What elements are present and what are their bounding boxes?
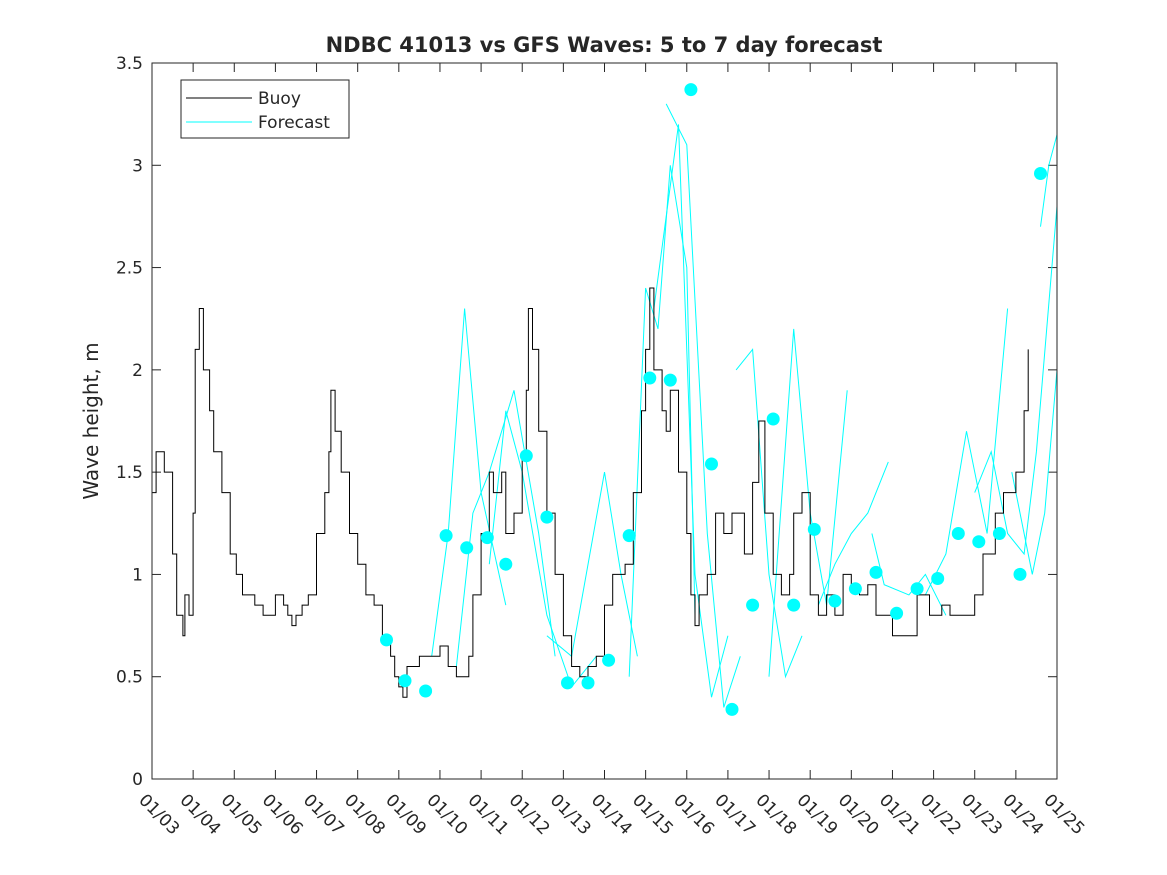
legend: Buoy Forecast	[180, 79, 350, 139]
forecast-point	[519, 449, 533, 463]
y-tick-label: 1.5	[116, 463, 143, 483]
forecast-line	[817, 461, 889, 606]
forecast-point	[581, 676, 595, 690]
forecast-point	[931, 572, 945, 585]
forecast-point	[1013, 567, 1027, 581]
forecast-point	[419, 684, 433, 698]
forecast-point	[972, 535, 986, 549]
forecast-point	[602, 653, 616, 667]
y-tick-labels: 0 0.5 1 1.5 2 2.5 3 3.5	[116, 54, 143, 790]
forecast-points	[380, 83, 1047, 716]
forecast-line	[546, 472, 638, 658]
forecast-point	[787, 598, 801, 612]
forecast-point	[890, 606, 904, 620]
forecast-point	[663, 373, 677, 387]
forecast-point	[380, 633, 393, 647]
legend-buoy-label: Buoy	[258, 89, 301, 109]
forecast-point	[992, 527, 1006, 540]
forecast-line	[653, 124, 729, 698]
y-tick-label: 0	[132, 770, 143, 790]
forecast-series	[431, 103, 1058, 708]
y-tick-label: 3	[132, 156, 143, 176]
forecast-point	[705, 457, 718, 471]
forecast-line	[488, 410, 597, 688]
forecast-point	[480, 531, 494, 545]
forecast-point	[910, 582, 924, 596]
forecast-point	[622, 529, 636, 543]
forecast-point	[725, 702, 739, 716]
y-tick-label: 2.5	[116, 259, 143, 279]
forecast-line	[974, 206, 1058, 556]
forecast-line	[455, 390, 556, 667]
y-tick-label: 0.5	[116, 668, 143, 688]
forecast-line	[1011, 369, 1058, 575]
forecast-line	[924, 308, 1009, 596]
plot-area	[152, 63, 1057, 779]
forecast-line	[628, 165, 696, 677]
chart-title: NDBC 41013 vs GFS Waves: 5 to 7 day fore…	[326, 33, 883, 57]
legend-forecast-label: Forecast	[258, 113, 330, 133]
forecast-point	[499, 557, 513, 571]
forecast-point	[1034, 167, 1047, 180]
y-tick-label: 2	[132, 361, 143, 381]
forecast-point	[460, 541, 474, 555]
forecast-line	[735, 348, 803, 679]
forecast-line	[1040, 134, 1058, 227]
y-axis-label: Wave height, m	[79, 342, 103, 499]
ticks	[151, 62, 1058, 780]
forecast-point	[848, 582, 862, 596]
forecast-point	[869, 565, 883, 579]
forecast-point	[540, 510, 554, 524]
plot-frame	[151, 62, 1058, 780]
y-tick-label: 1	[132, 565, 143, 585]
forecast-point	[643, 371, 657, 385]
forecast-point	[684, 83, 698, 97]
forecast-point	[746, 598, 760, 612]
buoy-series	[152, 287, 1029, 698]
forecast-point	[439, 529, 453, 543]
forecast-point	[807, 522, 821, 536]
forecast-line	[665, 103, 741, 708]
y-tick-label: 3.5	[116, 54, 143, 74]
forecast-point	[951, 527, 965, 540]
buoy-line	[152, 287, 1029, 698]
forecast-point	[766, 412, 780, 426]
forecast-point	[561, 676, 574, 690]
forecast-point	[398, 674, 412, 688]
forecast-point	[828, 594, 842, 608]
legend-box	[180, 79, 350, 139]
